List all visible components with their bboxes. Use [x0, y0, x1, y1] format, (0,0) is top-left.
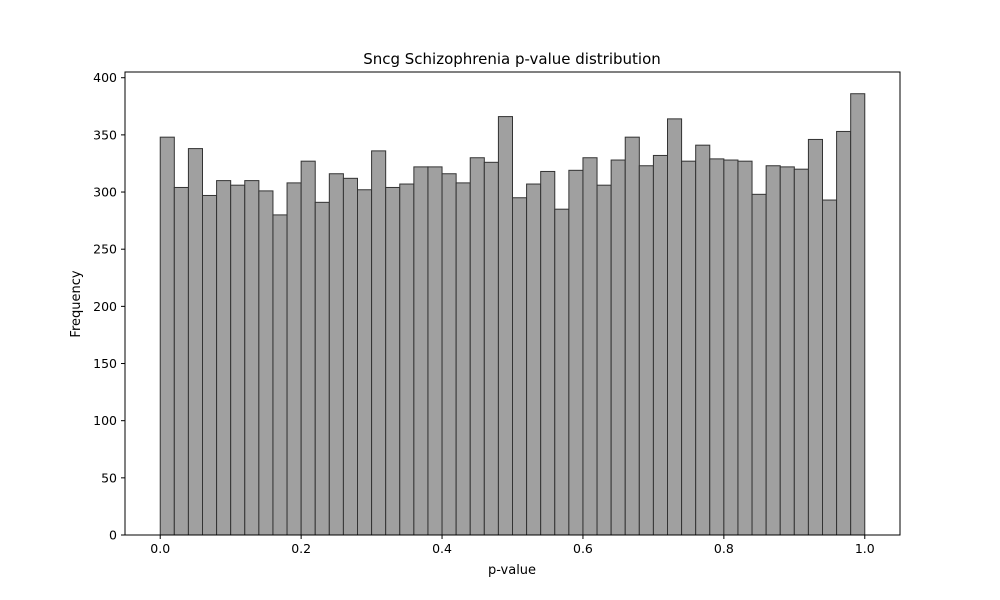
bars-group	[159, 93, 866, 536]
histogram-bar	[399, 183, 415, 536]
histogram-bar	[159, 136, 175, 536]
histogram-bar	[483, 161, 499, 536]
x-tick-label: 0.4	[432, 541, 452, 556]
histogram-bar	[540, 170, 556, 536]
y-tick-label: 200	[93, 299, 117, 314]
histogram-bar	[681, 160, 697, 536]
histogram-bar	[441, 173, 457, 536]
histogram-bar	[314, 201, 330, 536]
histogram-bar	[413, 166, 429, 536]
histogram-bar	[187, 148, 203, 536]
plot-frame	[124, 71, 901, 536]
y-tick-label: 50	[101, 470, 117, 485]
y-tick-label: 350	[93, 127, 117, 142]
histogram-bar	[300, 160, 316, 536]
histogram-bar	[624, 136, 640, 536]
histogram-bar	[836, 130, 852, 536]
histogram-bar	[371, 150, 387, 536]
y-tick-label: 100	[93, 413, 117, 428]
histogram-bar	[765, 165, 781, 536]
histogram-bar	[469, 157, 485, 536]
y-tick-label: 0	[109, 528, 117, 543]
x-tick-label: 0.6	[573, 541, 593, 556]
histogram-bar	[723, 159, 739, 536]
y-tick-label: 400	[93, 70, 117, 85]
histogram-bar	[202, 194, 218, 536]
histogram-bar	[638, 165, 654, 536]
x-tick-label: 0.2	[291, 541, 311, 556]
histogram-bar	[357, 189, 373, 536]
histogram-bar	[568, 169, 584, 536]
histogram-bar	[286, 182, 302, 536]
y-axis-label: Frequency	[69, 270, 84, 337]
x-axis: 0.0 0.2 0.4 0.6 0.8 1.0	[150, 535, 875, 556]
histogram-bar	[695, 144, 711, 536]
histogram-bar	[596, 184, 612, 536]
histogram-bar	[173, 186, 189, 536]
chart-title: Sncg Schizophrenia p-value distribution	[363, 50, 661, 68]
histogram-bar	[850, 93, 866, 536]
histogram-bar	[328, 173, 344, 536]
histogram-bar	[427, 166, 443, 536]
histogram-bar	[807, 138, 824, 536]
histogram-bar	[258, 190, 274, 536]
histogram-bar	[512, 197, 528, 536]
histogram-bar	[610, 159, 626, 536]
histogram-bar	[554, 208, 570, 536]
x-tick-label: 0.0	[150, 541, 170, 556]
x-axis-label: p-value	[488, 563, 536, 578]
histogram-bar	[751, 193, 767, 536]
histogram-bar	[455, 182, 471, 536]
y-tick-label: 150	[93, 356, 117, 371]
histogram-bar	[244, 180, 260, 536]
histogram-bar	[526, 183, 542, 536]
histogram-bar	[230, 184, 246, 536]
x-tick-label: 0.8	[714, 541, 734, 556]
histogram-bar	[793, 168, 809, 536]
histogram-bar	[709, 158, 725, 536]
y-tick-label: 300	[93, 185, 117, 200]
histogram-bar	[385, 186, 401, 536]
histogram-bar	[582, 157, 598, 536]
histogram-bar	[822, 199, 838, 536]
histogram-bar	[779, 166, 795, 536]
histogram-bar	[497, 116, 513, 536]
histogram-bar	[342, 177, 358, 536]
histogram-bar	[272, 214, 288, 536]
x-tick-label: 1.0	[855, 541, 875, 556]
histogram-bar	[652, 154, 669, 536]
histogram-bar	[737, 160, 753, 536]
histogram-bar	[216, 180, 232, 536]
y-tick-label: 250	[93, 242, 117, 257]
histogram-bar	[667, 118, 683, 536]
y-axis: 0 50 100 150 200 250 300 350 400	[93, 70, 125, 543]
